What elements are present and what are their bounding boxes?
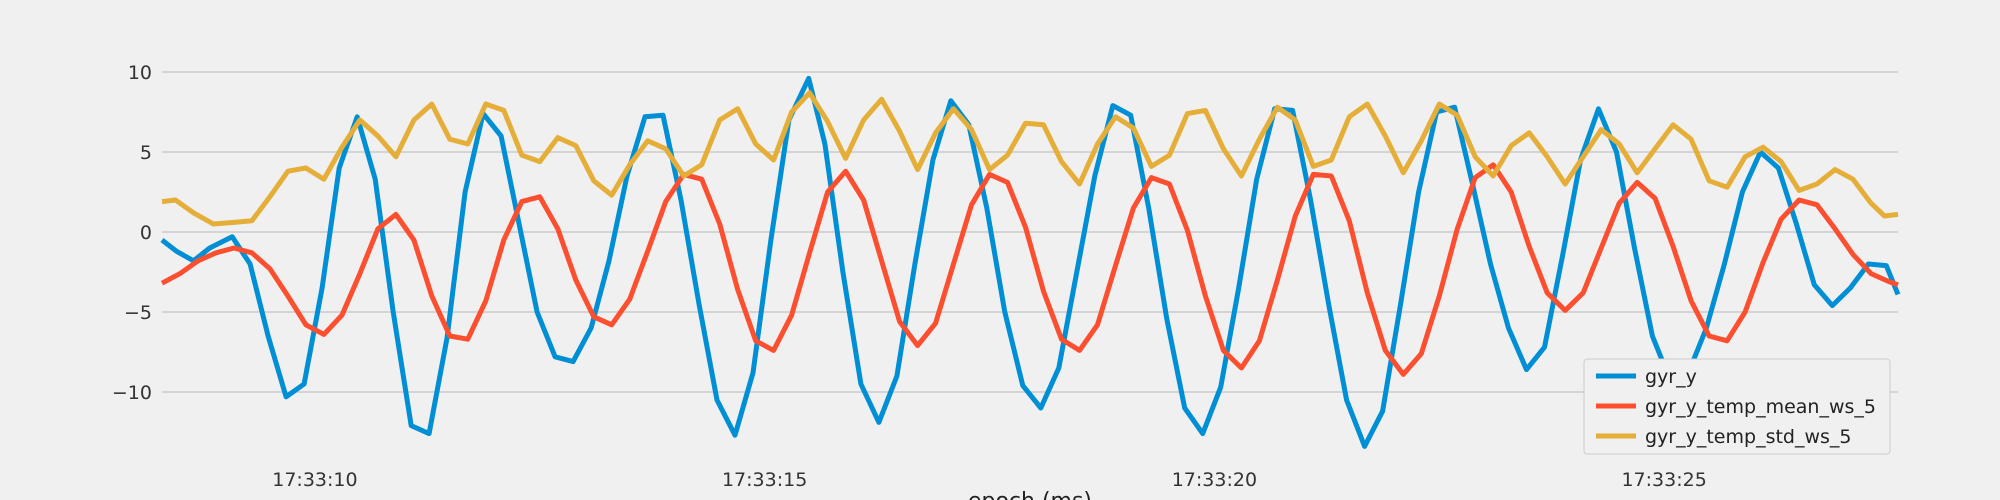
legend-label-gyr-y-temp-mean: gyr_y_temp_mean_ws_5	[1645, 396, 1876, 418]
series-line-gyr-y-temp-mean-ws-5	[160, 162, 1899, 377]
y-tick-label: −10	[112, 382, 152, 404]
legend-entry-gyr-y: gyr_y	[1596, 366, 1697, 388]
legend-entry-gyr-y-temp-mean: gyr_y_temp_mean_ws_5	[1596, 396, 1876, 418]
y-axis-ticks: 10 5 0 −5 −10	[112, 62, 152, 404]
y-tick-label: 5	[140, 142, 152, 164]
series-lines	[160, 75, 1901, 449]
x-axis-ticks: 17:33:10 17:33:15 17:33:20 17:33:25	[272, 469, 1707, 491]
y-tick-label: −5	[124, 302, 152, 324]
x-tick-label: 17:33:25	[1621, 469, 1706, 491]
legend-entry-gyr-y-temp-std: gyr_y_temp_std_ws_5	[1596, 426, 1852, 448]
legend-label-gyr-y: gyr_y	[1645, 366, 1697, 388]
legend: gyr_y gyr_y_temp_mean_ws_5 gyr_y_temp_st…	[1583, 358, 1891, 455]
x-tick-label: 17:33:20	[1172, 469, 1257, 491]
x-tick-label: 17:33:15	[722, 469, 807, 491]
series-line-gyr-y	[160, 75, 1901, 449]
y-tick-label: 10	[128, 62, 152, 84]
legend-box	[1583, 358, 1891, 455]
series-line-gyr-y-temp-std-ws-5	[161, 90, 1899, 227]
y-tick-label: 0	[140, 222, 152, 244]
legend-label-gyr-y-temp-std: gyr_y_temp_std_ws_5	[1645, 426, 1852, 448]
x-axis-label: epoch (ms)	[968, 489, 1092, 500]
x-tick-label: 17:33:10	[272, 469, 357, 491]
